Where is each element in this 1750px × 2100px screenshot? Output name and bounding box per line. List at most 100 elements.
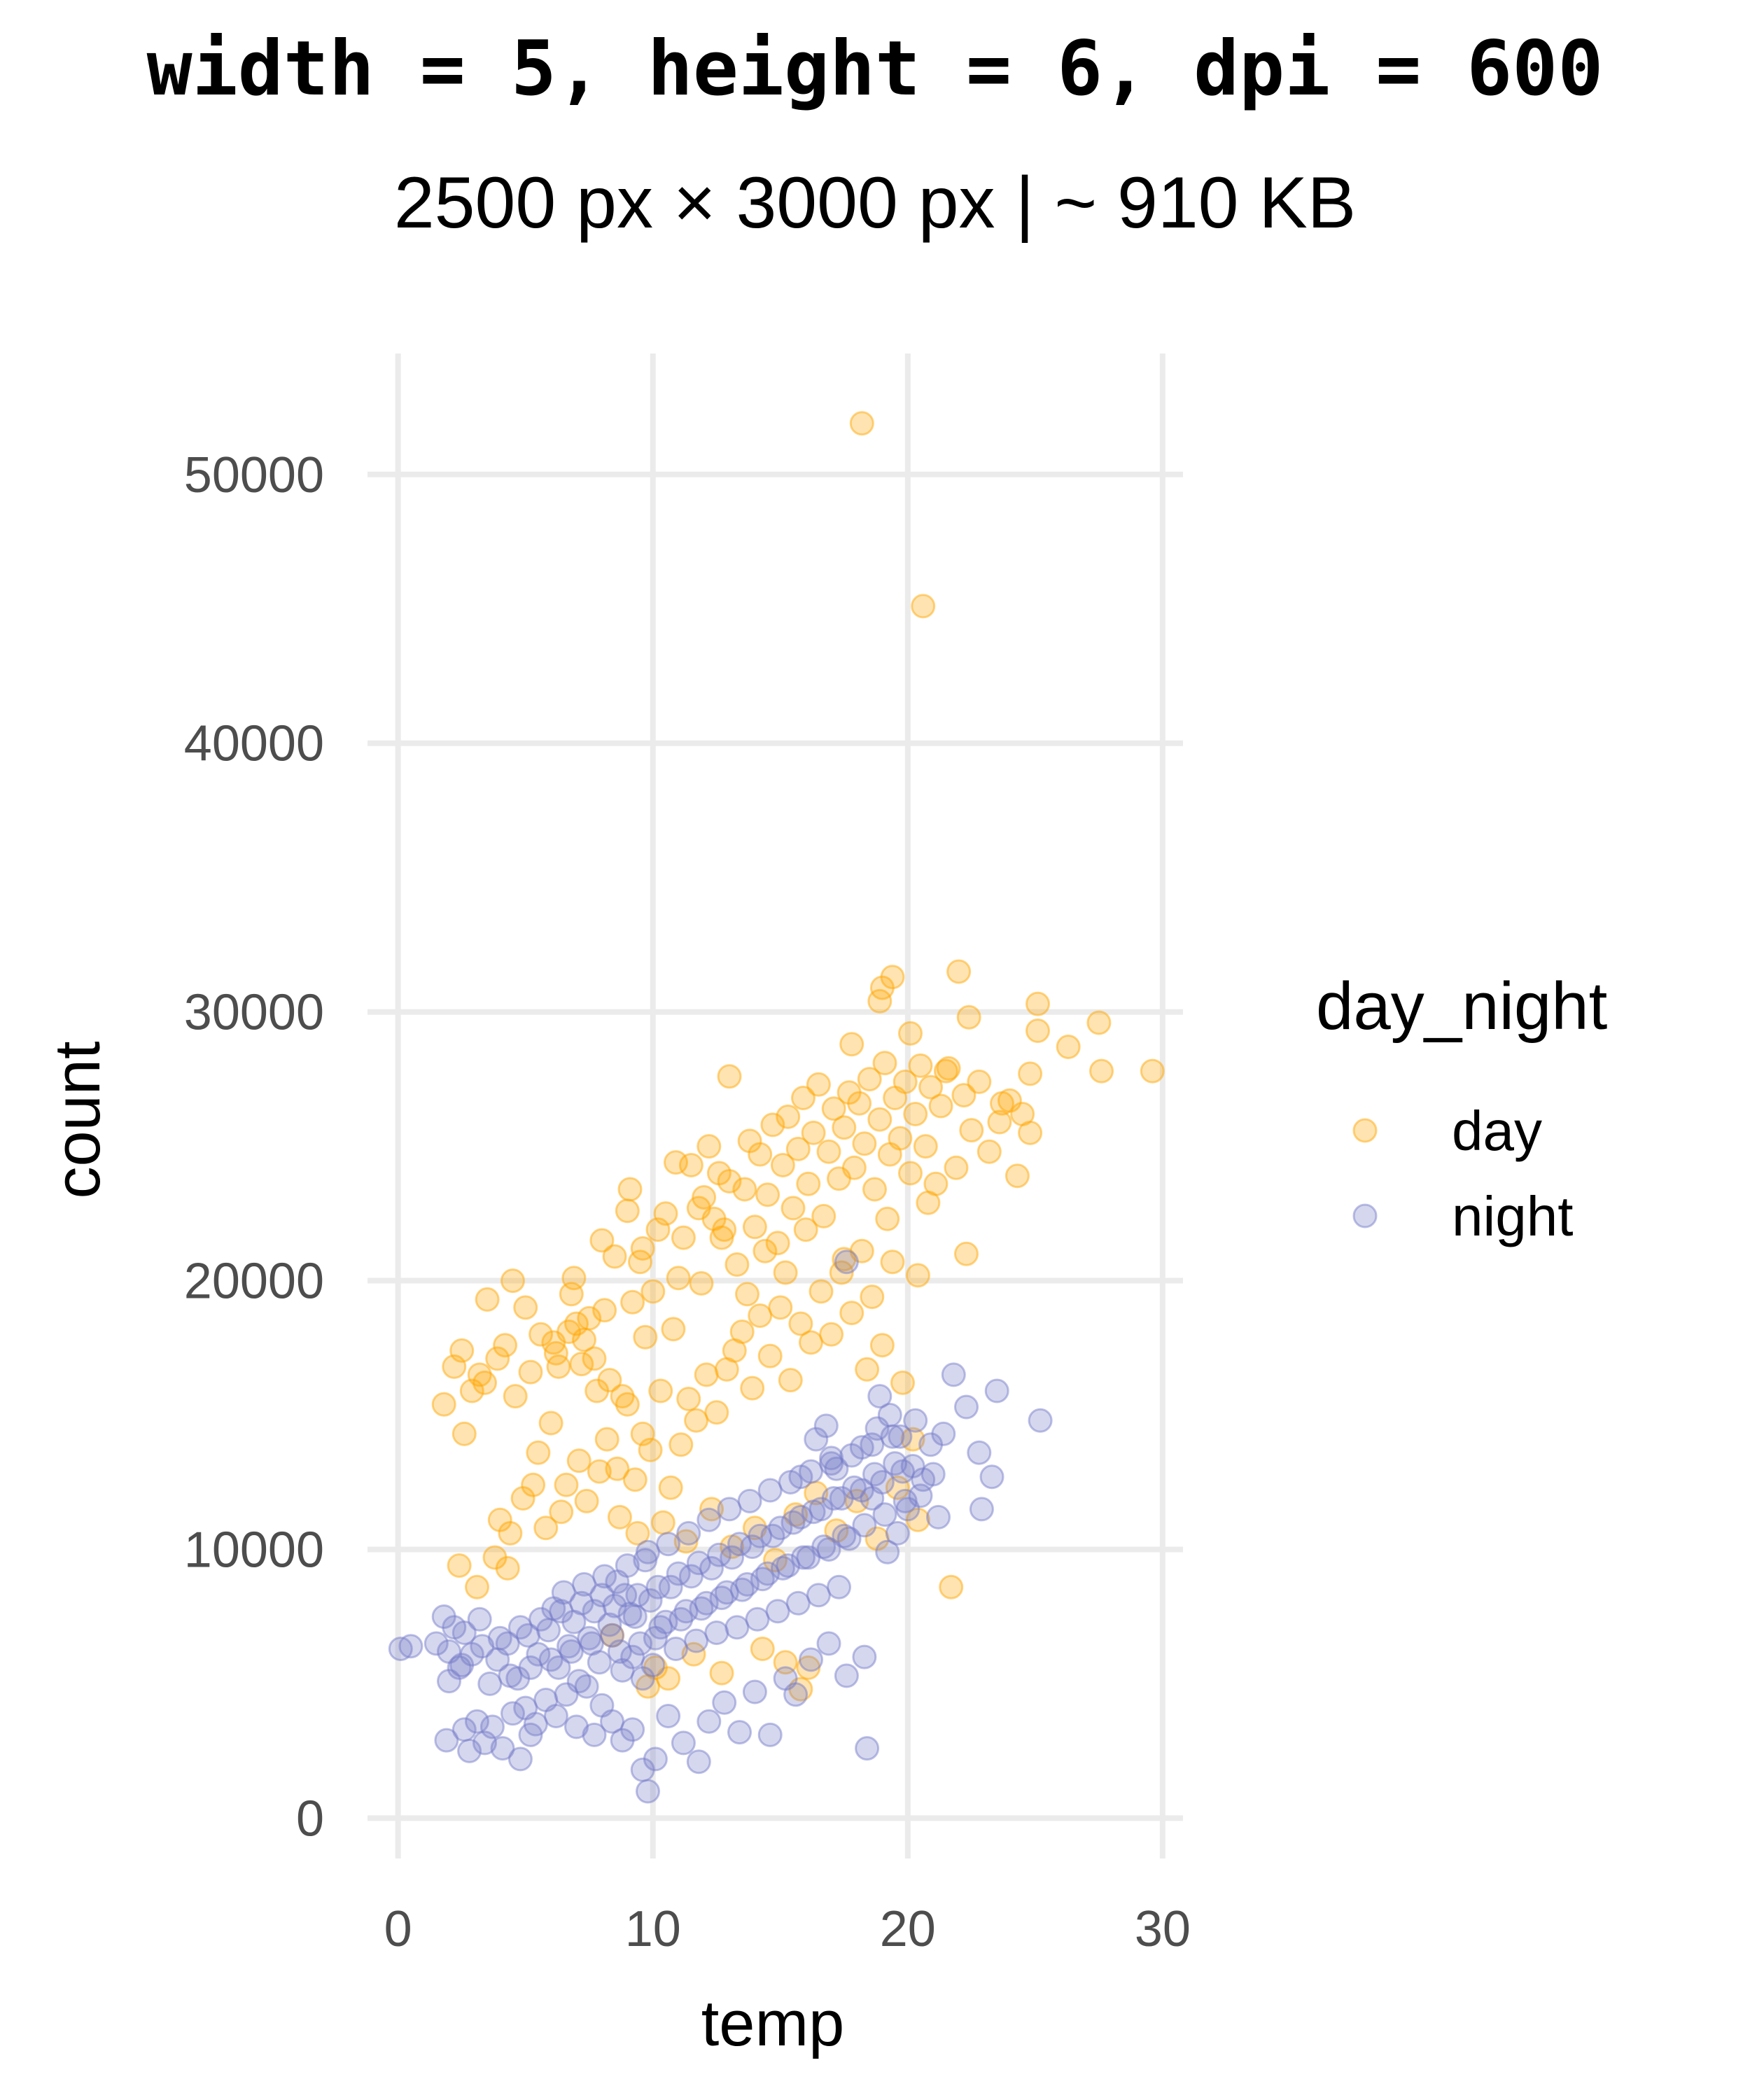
data-point-day bbox=[875, 1206, 900, 1231]
data-point-day bbox=[890, 1370, 915, 1395]
data-point-day bbox=[589, 1228, 615, 1253]
data-point-night bbox=[437, 1639, 461, 1664]
data-point-night bbox=[451, 1717, 477, 1742]
data-point-night bbox=[500, 1701, 525, 1726]
data-point-day bbox=[841, 1155, 867, 1180]
data-point-day bbox=[862, 1177, 887, 1202]
x-tick-label: 30 bbox=[1135, 1901, 1191, 1957]
data-point-day bbox=[656, 1666, 681, 1691]
chart-title: width = 5, height = 6, dpi = 600 bbox=[147, 25, 1604, 113]
data-point-day bbox=[872, 1051, 897, 1076]
legend-key-day bbox=[1352, 1118, 1378, 1143]
data-point-day bbox=[888, 1126, 913, 1151]
data-point-night bbox=[706, 1542, 732, 1567]
data-point-night bbox=[694, 1590, 719, 1616]
data-point-day bbox=[778, 1368, 803, 1393]
data-point-night bbox=[804, 1427, 829, 1452]
data-point-day bbox=[564, 1311, 589, 1336]
data-point-night bbox=[564, 1714, 589, 1740]
data-point-night bbox=[442, 1615, 467, 1640]
data-point-day bbox=[574, 1488, 599, 1513]
data-point-day bbox=[898, 1021, 923, 1046]
data-point-day bbox=[913, 1134, 938, 1159]
data-point-day bbox=[671, 1225, 696, 1250]
data-point-day bbox=[648, 1378, 673, 1404]
data-point-night bbox=[799, 1647, 823, 1672]
y-tick-label: 30000 bbox=[184, 985, 324, 1041]
data-point-night bbox=[855, 1736, 880, 1761]
data-point-night bbox=[633, 1548, 658, 1573]
data-point-night bbox=[714, 1580, 739, 1605]
data-point-night bbox=[869, 1470, 895, 1494]
data-point-day bbox=[773, 1260, 798, 1285]
data-point-night bbox=[931, 1421, 956, 1446]
data-point-day bbox=[847, 1091, 872, 1116]
data-point-day bbox=[735, 1282, 760, 1307]
data-point-day bbox=[1086, 1010, 1112, 1035]
data-point-night bbox=[398, 1634, 424, 1659]
data-point-day bbox=[521, 1472, 546, 1497]
data-point-day bbox=[722, 1338, 747, 1363]
data-point-day bbox=[811, 1203, 836, 1228]
data-point-day bbox=[617, 1177, 643, 1202]
data-point-day bbox=[867, 1107, 892, 1132]
data-point-night bbox=[507, 1746, 533, 1772]
data-point-day bbox=[487, 1507, 512, 1532]
data-point-day bbox=[1018, 1120, 1043, 1145]
data-point-night bbox=[885, 1520, 910, 1546]
data-point-night bbox=[780, 1510, 806, 1535]
data-point-day bbox=[510, 1486, 536, 1511]
data-point-day bbox=[689, 1270, 714, 1296]
data-point-day bbox=[1140, 1058, 1165, 1084]
data-point-night bbox=[636, 1539, 660, 1564]
data-point-day bbox=[630, 1421, 655, 1446]
data-point-night bbox=[656, 1532, 681, 1557]
data-point-day bbox=[482, 1545, 507, 1570]
data-point-day bbox=[658, 1475, 683, 1500]
data-point-night bbox=[574, 1674, 599, 1699]
data-point-night bbox=[712, 1690, 737, 1715]
data-point-night bbox=[799, 1459, 823, 1484]
y-tick-label: 40000 bbox=[184, 716, 324, 772]
data-point-day bbox=[666, 1266, 691, 1291]
data-point-day bbox=[885, 1475, 910, 1500]
data-point-day bbox=[776, 1104, 801, 1129]
data-point-night bbox=[768, 1516, 793, 1541]
data-point-night bbox=[551, 1580, 576, 1605]
data-point-day bbox=[951, 1083, 976, 1108]
data-point-day bbox=[839, 1301, 864, 1326]
y-tick-label: 0 bbox=[296, 1791, 324, 1847]
data-point-day bbox=[724, 1252, 750, 1277]
data-point-night bbox=[864, 1416, 890, 1441]
data-point-day bbox=[944, 1155, 969, 1180]
data-point-night bbox=[605, 1569, 630, 1595]
data-point-night bbox=[727, 1532, 752, 1557]
data-point-night bbox=[903, 1408, 928, 1433]
data-point-day bbox=[459, 1378, 484, 1404]
data-point-night bbox=[554, 1682, 579, 1707]
data-point-day bbox=[640, 1279, 666, 1304]
data-point-day bbox=[636, 1674, 660, 1699]
data-point-day bbox=[1026, 991, 1050, 1016]
data-point-day bbox=[877, 1142, 902, 1167]
data-point-day bbox=[686, 1196, 711, 1221]
data-point-night bbox=[892, 1488, 918, 1513]
data-point-night bbox=[689, 1596, 714, 1621]
data-point-day bbox=[785, 1136, 811, 1161]
data-point-night bbox=[811, 1534, 836, 1560]
data-point-day bbox=[864, 1526, 890, 1551]
data-point-day bbox=[676, 1387, 701, 1411]
data-point-day bbox=[465, 1574, 489, 1600]
data-point-day bbox=[857, 1067, 882, 1092]
data-point-night bbox=[770, 1555, 795, 1581]
data-point-day bbox=[664, 1150, 688, 1175]
data-point-day bbox=[645, 1217, 671, 1242]
y-tick-label: 20000 bbox=[184, 1254, 324, 1310]
data-point-night bbox=[648, 1615, 673, 1640]
data-point-day bbox=[518, 1359, 543, 1385]
data-point-night bbox=[984, 1378, 1009, 1404]
data-point-day bbox=[622, 1467, 648, 1492]
data-point-night bbox=[834, 1250, 859, 1275]
data-point-night bbox=[490, 1736, 515, 1761]
data-point-day bbox=[653, 1201, 678, 1226]
